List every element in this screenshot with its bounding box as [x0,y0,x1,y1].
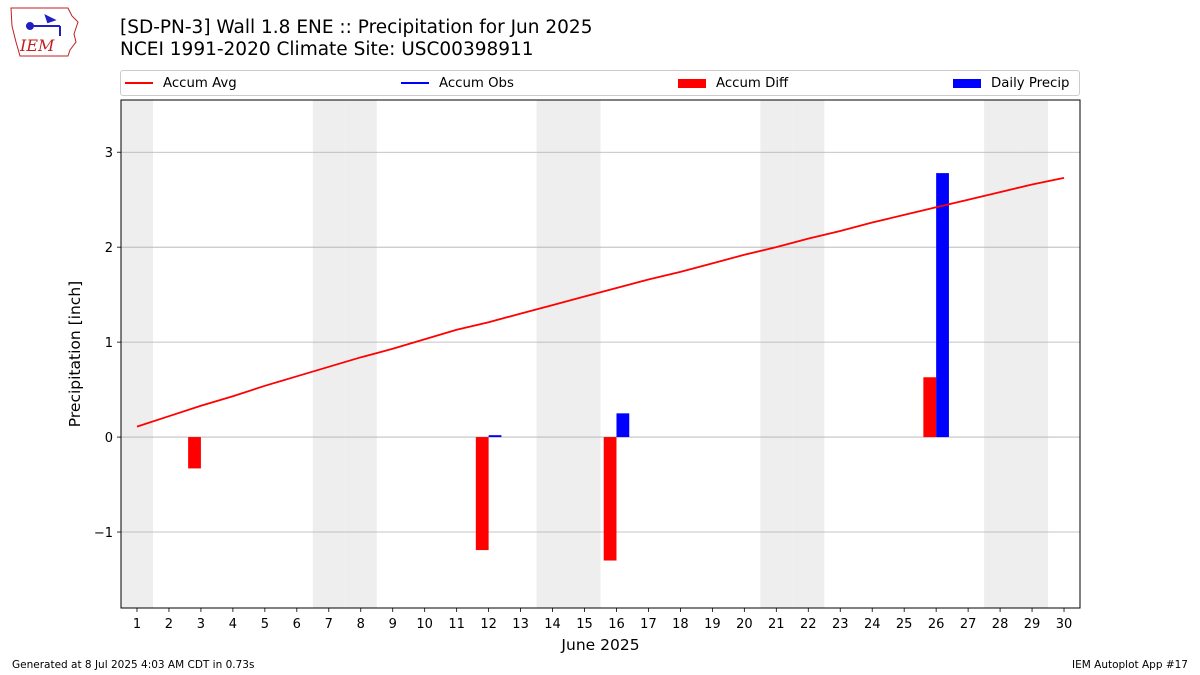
x-tick-label: 17 [640,617,657,632]
x-axis-label: June 2025 [560,636,639,654]
accum-diff-bar [603,437,617,561]
x-tick-label: 14 [544,617,561,632]
legend-label: Accum Diff [716,75,789,91]
x-tick-label: 22 [800,617,817,632]
weekend-shade [344,100,377,608]
legend: Accum Avg Accum Obs Accum Diff Daily Pre… [120,70,1080,96]
x-tick-label: 28 [992,617,1009,632]
x-tick-label: 15 [576,617,593,632]
x-tick-label: 21 [768,617,785,632]
weekend-shade [1016,100,1049,608]
legend-item-accum-obs: Accum Obs [401,71,514,95]
accum-avg-line [136,176,1065,428]
x-tick-label: 24 [864,617,881,632]
legend-label: Daily Precip [991,75,1070,91]
x-tick-label: 4 [229,617,237,632]
weekend-shade [568,100,601,608]
x-tick-label: 9 [389,617,397,632]
iem-logo: IEM [10,7,79,57]
y-axis-label: Precipitation [inch] [66,281,84,427]
y-tick-label: 3 [105,146,113,161]
x-tick-label: 18 [672,617,689,632]
weekend-shade [760,100,793,608]
legend-item-accum-avg: Accum Avg [125,71,237,95]
weekend-shade [984,100,1017,608]
legend-swatch [125,82,153,84]
daily-precip-bar [936,173,949,438]
legend-swatch [401,82,429,84]
weekend-shade [312,100,345,608]
legend-item-daily-precip: Daily Precip [953,71,1069,95]
legend-label: Accum Avg [163,75,237,91]
footer-generated-text: Generated at 8 Jul 2025 4:03 AM CDT in 0… [12,659,255,671]
x-tick-label: 30 [1056,617,1073,632]
x-tick-label: 16 [608,617,625,632]
legend-swatch [678,78,706,88]
daily-precip-bar [488,435,502,438]
y-tick-label: 1 [105,336,113,351]
x-tick-label: 27 [960,617,977,632]
x-tick-label: 23 [832,617,849,632]
legend-label: Accum Obs [439,75,514,91]
y-tick-label: 0 [105,431,113,446]
x-tick-label: 7 [325,617,333,632]
accum-diff-bar [475,437,489,551]
x-tick-label: 2 [165,617,173,632]
x-tick-label: 26 [928,617,945,632]
x-tick-label: 3 [197,617,205,632]
chart-title: [SD-PN-3] Wall 1.8 ENE :: Precipitation … [120,17,593,38]
x-tick-label: 1 [133,617,141,632]
y-tick-label: −1 [94,526,113,541]
y-tick-label: 2 [105,241,113,256]
x-tick-label: 20 [736,617,753,632]
x-tick-label: 29 [1024,617,1041,632]
iowa-outline-icon [10,7,79,57]
legend-item-accum-diff: Accum Diff [678,71,788,95]
weekend-shade [121,100,153,608]
x-tick-label: 8 [357,617,365,632]
x-tick-label: 19 [704,617,721,632]
chart-subtitle: NCEI 1991-2020 Climate Site: USC00398911 [120,39,534,60]
plot-frame [120,99,1081,609]
legend-swatch [953,78,981,88]
weather-station-icon [26,14,61,36]
x-tick-label: 6 [293,617,301,632]
daily-precip-bar [616,413,630,438]
accum-diff-bar [188,437,201,469]
x-tick-label: 11 [448,617,465,632]
footer-app-label: IEM Autoplot App #17 [1072,659,1188,671]
x-tick-label: 12 [480,617,497,632]
weekend-shade [792,100,825,608]
accum-diff-bar [923,377,937,438]
logo-text: IEM [19,36,55,55]
weekend-shade [536,100,569,608]
x-tick-label: 13 [512,617,529,632]
x-tick-label: 10 [416,617,433,632]
x-tick-label: 25 [896,617,913,632]
x-tick-label: 5 [261,617,269,632]
